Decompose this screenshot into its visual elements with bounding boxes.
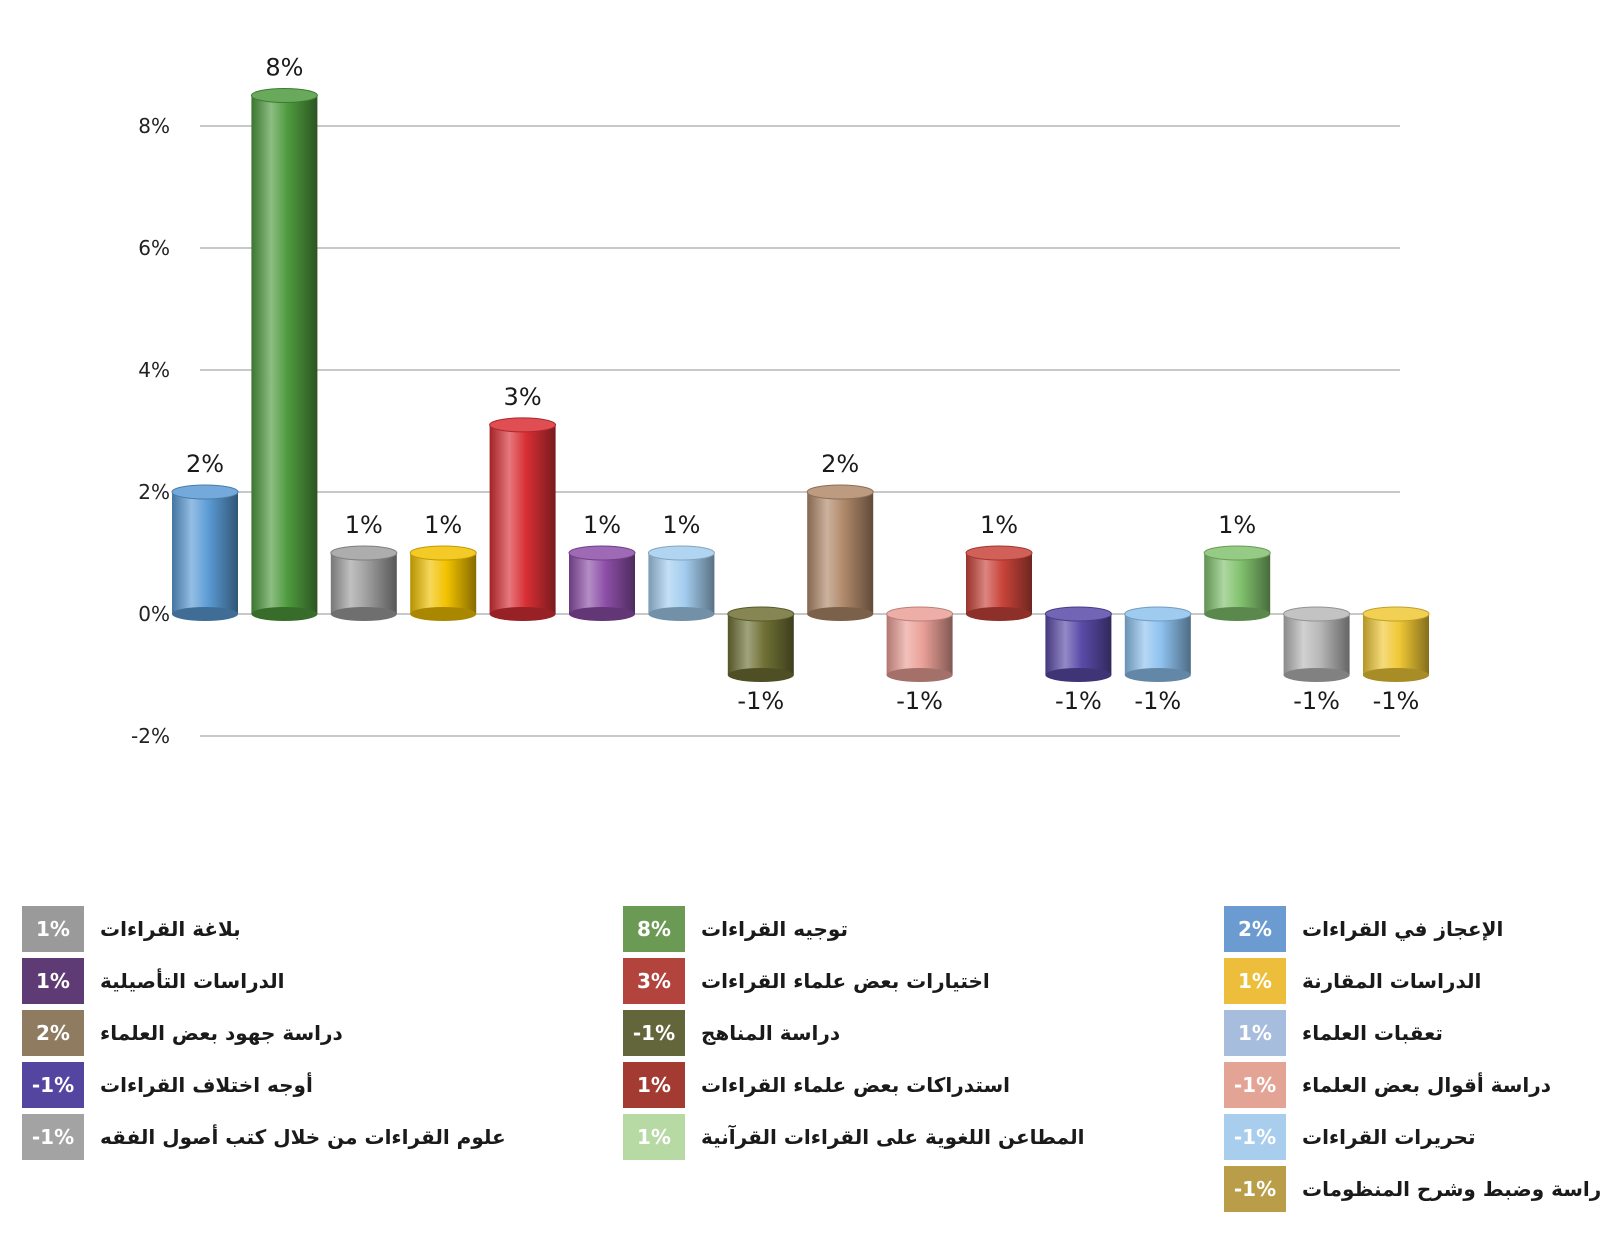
bar bbox=[489, 417, 557, 621]
legend-swatch: -1% bbox=[22, 1114, 84, 1160]
data-label: 1% bbox=[583, 511, 621, 539]
legend-item: 1% تعقبات العلماء bbox=[1224, 1010, 1443, 1056]
legend-label: دراسة المناهج bbox=[701, 1021, 841, 1045]
legend-label: الدراسات المقارنة bbox=[1302, 969, 1482, 993]
legend-label: الإعجاز في القراءات bbox=[1302, 917, 1504, 941]
legend-swatch: -1% bbox=[623, 1010, 685, 1056]
legend-label: دراسة جهود بعض العلماء bbox=[100, 1021, 343, 1045]
bar bbox=[727, 606, 795, 682]
bar bbox=[171, 484, 239, 621]
legend-swatch: 2% bbox=[1224, 906, 1286, 952]
legend-label: تحريرات القراءات bbox=[1302, 1125, 1476, 1149]
bar bbox=[330, 545, 398, 621]
bar bbox=[568, 545, 636, 621]
data-label: -1% bbox=[1373, 687, 1420, 715]
legend-swatch: 3% bbox=[623, 958, 685, 1004]
data-label: 8% bbox=[265, 54, 303, 82]
legend-swatch: -1% bbox=[22, 1062, 84, 1108]
legend-item: 1% الدراسات التأصيلية bbox=[22, 958, 285, 1004]
legend-swatch: -1% bbox=[1224, 1062, 1286, 1108]
legend-item: 1% الدراسات المقارنة bbox=[1224, 958, 1481, 1004]
legend-swatch: 1% bbox=[22, 958, 84, 1004]
legend-label: تعقبات العلماء bbox=[1302, 1021, 1443, 1045]
data-label: 2% bbox=[821, 450, 859, 478]
data-label: 2% bbox=[186, 450, 224, 478]
data-label: -1% bbox=[896, 687, 943, 715]
bar bbox=[965, 545, 1033, 621]
data-label: -1% bbox=[1134, 687, 1181, 715]
legend-label: دراسة وضبط وشرح المنظومات bbox=[1302, 1177, 1600, 1201]
data-label: 1% bbox=[424, 511, 462, 539]
legend-item: 2% دراسة جهود بعض العلماء bbox=[22, 1010, 343, 1056]
bar bbox=[886, 606, 954, 682]
legend-item: 3% اختيارات بعض علماء القراءات bbox=[623, 958, 990, 1004]
data-label: -1% bbox=[737, 687, 784, 715]
data-label: 1% bbox=[1218, 511, 1256, 539]
legend-item: 1% المطاعن اللغوية على القراءات القرآنية bbox=[623, 1114, 1084, 1160]
y-tick-label: 8% bbox=[138, 114, 170, 138]
data-label: 1% bbox=[662, 511, 700, 539]
legend-item: -1% علوم القراءات من خلال كتب أصول الفقه bbox=[22, 1114, 506, 1160]
bar bbox=[806, 484, 874, 621]
data-label: -1% bbox=[1055, 687, 1102, 715]
legend-label: اختيارات بعض علماء القراءات bbox=[701, 969, 990, 993]
legend-label: الدراسات التأصيلية bbox=[100, 969, 285, 993]
legend-item: 2% الإعجاز في القراءات bbox=[1224, 906, 1503, 952]
legend-label: علوم القراءات من خلال كتب أصول الفقه bbox=[100, 1125, 506, 1149]
legend-swatch: 1% bbox=[1224, 958, 1286, 1004]
data-label: 1% bbox=[345, 511, 383, 539]
legend-label: المطاعن اللغوية على القراءات القرآنية bbox=[701, 1125, 1085, 1149]
legend-swatch: 2% bbox=[22, 1010, 84, 1056]
legend-item: -1% دراسة أقوال بعض العلماء bbox=[1224, 1062, 1551, 1108]
y-tick-label: 0% bbox=[138, 602, 170, 626]
bar bbox=[250, 88, 318, 621]
legend-swatch: 1% bbox=[1224, 1010, 1286, 1056]
bar bbox=[1044, 606, 1112, 682]
bar bbox=[1124, 606, 1192, 682]
legend-item: 1% بلاغة القراءات bbox=[22, 906, 241, 952]
data-label: 1% bbox=[980, 511, 1018, 539]
legend-label: دراسة أقوال بعض العلماء bbox=[1302, 1073, 1552, 1097]
y-axis-ticks: -2% 0% 2% 4% 6% 8% bbox=[131, 114, 170, 748]
legend-label: بلاغة القراءات bbox=[100, 917, 241, 941]
legend-swatch: 1% bbox=[623, 1114, 685, 1160]
y-tick-label: 6% bbox=[138, 236, 170, 260]
data-label: 3% bbox=[504, 383, 542, 411]
legend-item: 1% استدراكات بعض علماء القراءات bbox=[623, 1062, 1010, 1108]
bar-chart: -2% 0% 2% 4% 6% 8% 2% 8% 1% 1% 3% 1% 1% -1% 2% -1% 1% -1… bbox=[131, 54, 1430, 748]
data-labels: 2% 8% 1% 1% 3% 1% 1% -1% 2% -1% 1% -1% -1% 1% -1% -1% bbox=[186, 54, 1419, 716]
y-tick-label: -2% bbox=[131, 724, 170, 748]
y-tick-label: 2% bbox=[138, 480, 170, 504]
bar bbox=[409, 545, 477, 621]
legend-label: أوجه اختلاف القراءات bbox=[100, 1073, 313, 1097]
legend-item: 8% توجيه القراءات bbox=[623, 906, 848, 952]
legend-swatch: 1% bbox=[623, 1062, 685, 1108]
data-label: -1% bbox=[1293, 687, 1340, 715]
legend-item: -1% دراسة وضبط وشرح المنظومات bbox=[1224, 1166, 1600, 1212]
legend-item: -1% دراسة المناهج bbox=[623, 1010, 840, 1056]
bar bbox=[1283, 606, 1351, 682]
bar bbox=[647, 545, 715, 621]
legend-swatch: 1% bbox=[22, 906, 84, 952]
legend-label: توجيه القراءات bbox=[701, 917, 848, 941]
legend-item: -1% أوجه اختلاف القراءات bbox=[22, 1062, 313, 1108]
bars bbox=[171, 88, 1430, 682]
legend-item: -1% تحريرات القراءات bbox=[1224, 1114, 1475, 1160]
legend-label: استدراكات بعض علماء القراءات bbox=[701, 1073, 1011, 1097]
y-tick-label: 4% bbox=[138, 358, 170, 382]
bar bbox=[1362, 606, 1430, 682]
gridlines bbox=[200, 125, 1400, 737]
legend-swatch: 8% bbox=[623, 906, 685, 952]
legend-swatch: -1% bbox=[1224, 1166, 1286, 1212]
legend-swatch: -1% bbox=[1224, 1114, 1286, 1160]
bar bbox=[1203, 545, 1271, 621]
